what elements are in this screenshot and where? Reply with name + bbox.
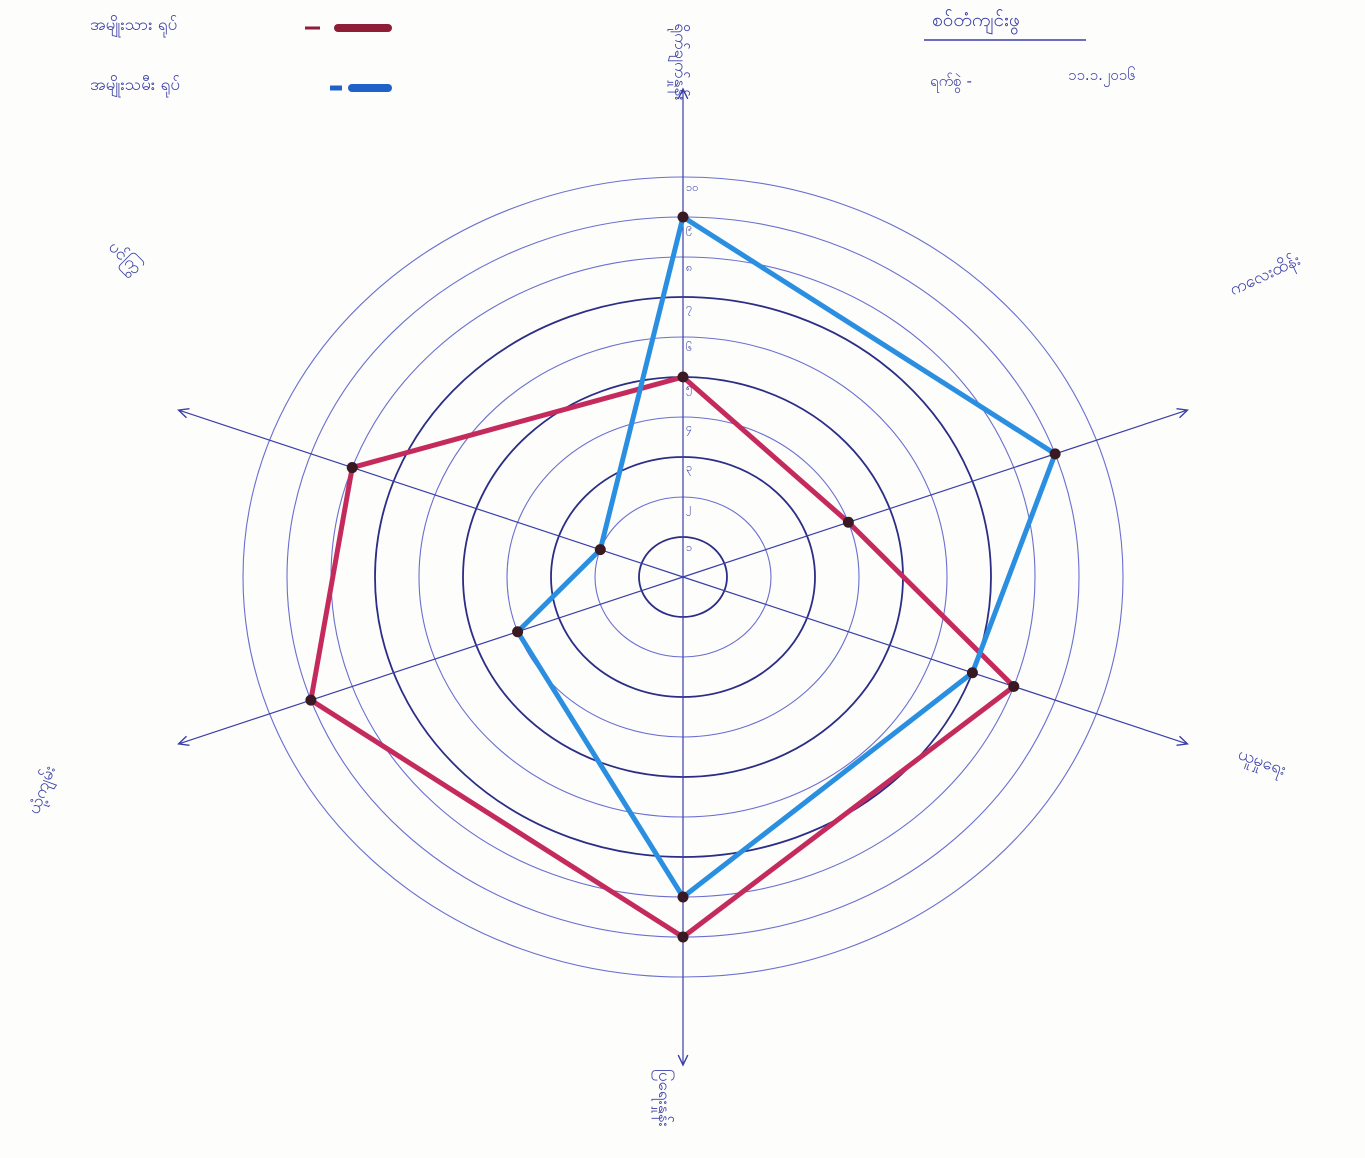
axis-line-2 [682,409,1188,578]
series-1-point-2 [842,516,854,528]
chart-title: စဝ်တံကျင်းဖွ [932,8,1020,35]
axis-arrow-2 [1176,407,1189,419]
series-2-point-3 [966,667,978,679]
axis-line-6 [178,409,684,578]
axis-arrow-4 [677,1054,689,1067]
axis-label-3: ယူမှုရေး [1234,744,1288,783]
tick-label-1: ၁ [686,541,692,554]
axis-labels: ရိုက်ချက်နှုန်းကလေးထိန်းယူမှုရေးပြရေးနှု… [24,23,1305,1126]
axes [177,87,1189,1067]
tick-label-9: ၉ [686,221,692,236]
tick-label-8: ၈ [686,261,692,274]
legend-label-series-1: အမျိုးသား ရုပ် [90,15,177,38]
tick-label-5: ၅ [686,381,692,396]
series-2-point-1 [677,211,689,223]
axis-arrow-3 [1176,735,1189,747]
axis-arrow-1 [677,87,689,100]
tick-label-10: ၁၀ [686,181,698,194]
axis-arrow-5 [177,735,190,747]
date-label: ရက်စွဲ - [930,72,972,93]
tick-label-3: ၃ [686,461,692,476]
legend: အမျိုးသား ရုပ် အမျိုးသမီး ရုပ် [90,15,392,98]
axis-label-5: ယုံ့ကျမ်း [24,763,63,818]
axis-arrow-6 [177,407,190,419]
axis-label-6: ပင်ကြွ [102,236,147,281]
series-2-point-2 [1049,448,1061,460]
axis-line-5 [178,576,684,745]
series-1-point-6 [346,462,358,474]
axis-label-4: ပြရေးနှုန်း [651,1069,676,1127]
series-2-point-4 [677,891,689,903]
series-line-1 [308,374,1017,940]
axis-label-1: ရိုက်ချက်နှုန်း [667,23,690,100]
axis-label-2: ကလေးထိန်း [1226,250,1304,303]
axis-line-3 [682,576,1188,745]
tick-label-4: ၄ [686,421,692,436]
tick-label-6: ၆ [686,341,692,354]
tick-labels: ၁ ၂ ၃ ၄ ၅ ၆ ၇ ၈ ၉ ၁၀ [686,181,698,554]
series-1-point-1 [677,371,689,383]
header: စဝ်တံကျင်းဖွ ရက်စွဲ - ၁၁.၁.၂၀၁၆ [924,8,1136,93]
legend-label-series-2: အမျိုးသမီး ရုပ် [90,75,180,98]
series-1-point-4 [677,931,689,943]
date-value: ၁၁.၁.၂၀၁၆ [1068,66,1136,87]
series-1-point-5 [305,694,317,706]
series-2-point-6 [594,544,606,556]
tick-label-2: ၂ [686,501,691,516]
tick-label-7: ၇ [686,301,692,316]
series-1-point-3 [1008,680,1020,692]
series [305,211,1061,943]
series-2-point-5 [512,626,524,638]
